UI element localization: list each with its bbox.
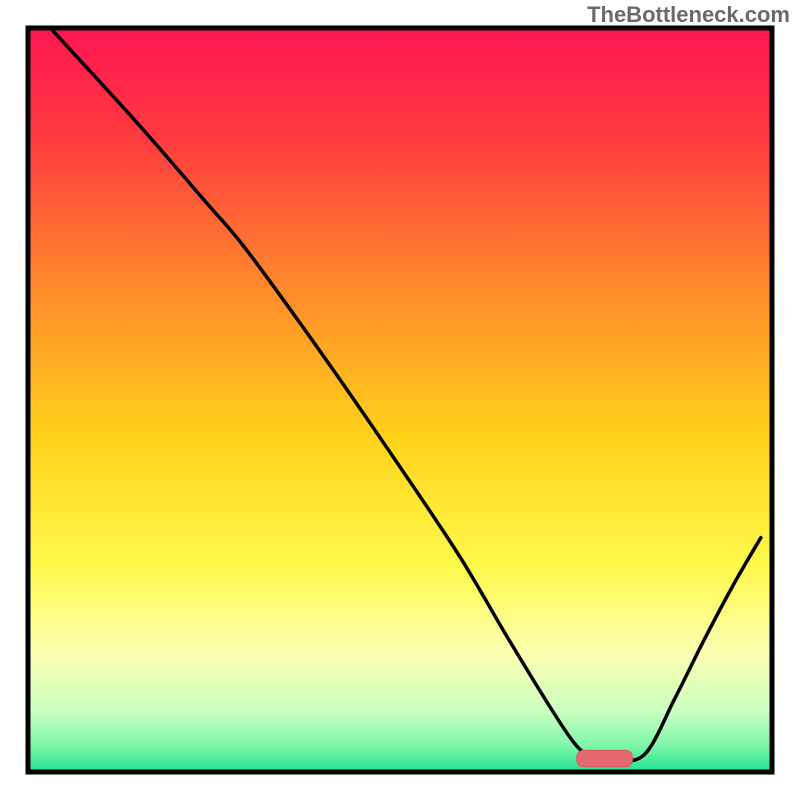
optimal-marker (577, 750, 633, 766)
gradient-background (28, 28, 772, 772)
watermark-text: TheBottleneck.com (587, 2, 790, 28)
bottleneck-curve-chart (0, 0, 800, 800)
chart-container: TheBottleneck.com (0, 0, 800, 800)
